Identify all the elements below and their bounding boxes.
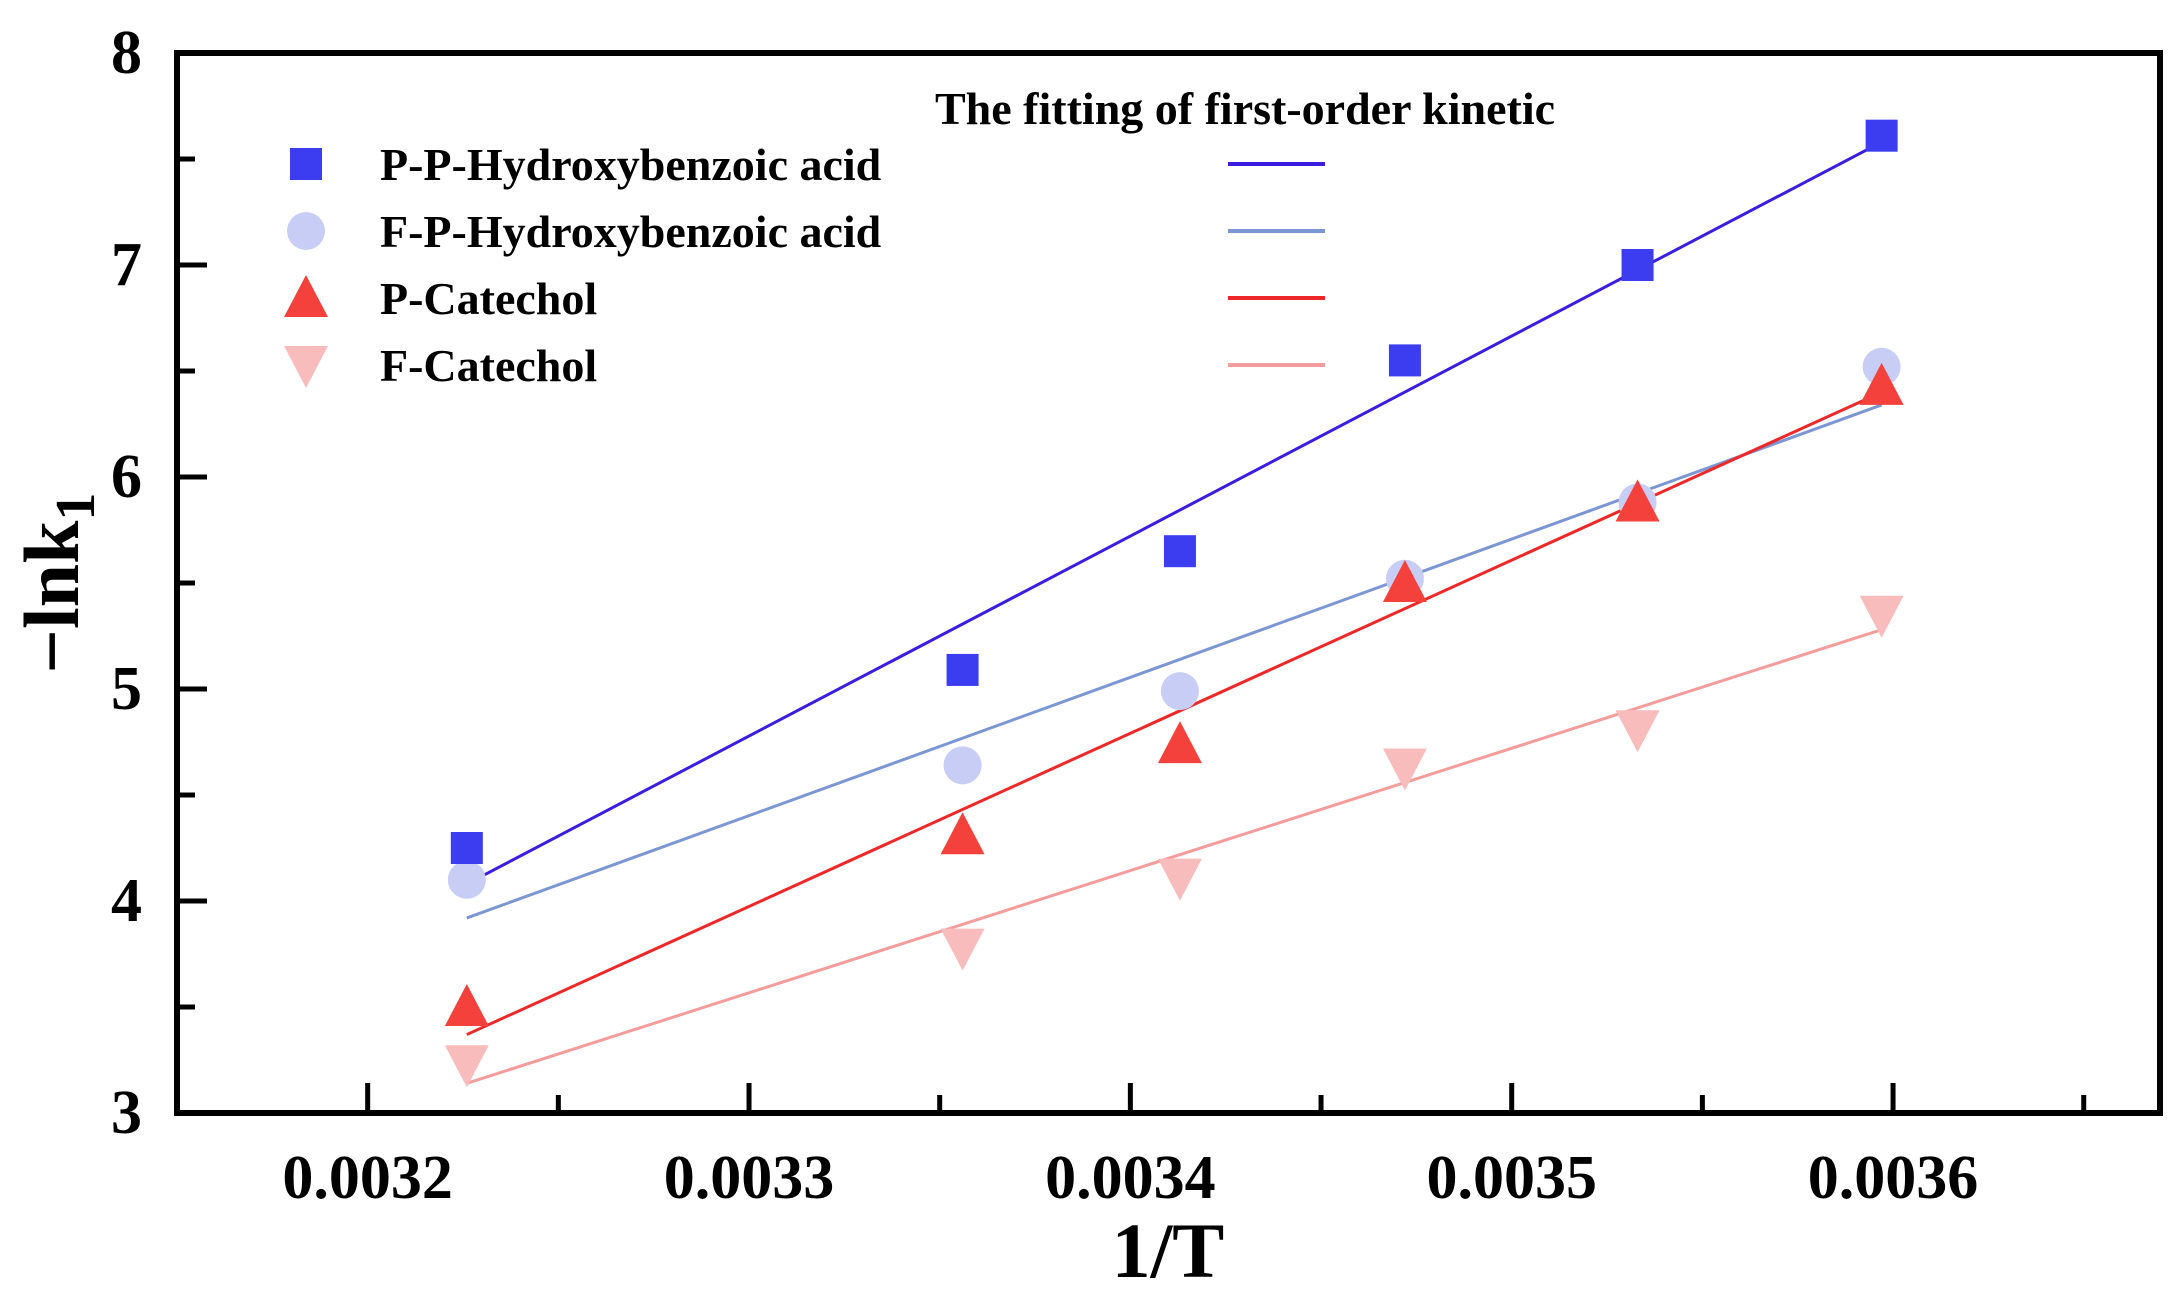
data-point-0-2	[1163, 535, 1196, 568]
data-point-0-3	[1388, 344, 1421, 377]
data-point-0-5	[1865, 119, 1898, 152]
data-markers	[444, 119, 1904, 1088]
y-tick-label: 3	[111, 1079, 142, 1147]
legend-label-3: F-Catechol	[380, 340, 597, 391]
data-point-1-0	[447, 860, 486, 899]
legend-marker-2	[284, 275, 328, 317]
x-axis-title: 1/T	[1112, 1207, 1225, 1294]
x-tick-label: 0.0032	[282, 1144, 453, 1212]
legend-marker-1	[287, 212, 325, 250]
y-tick-label: 7	[111, 231, 142, 299]
y-axis-title-subscript: 1	[45, 493, 107, 521]
legend-marker-0	[290, 148, 322, 180]
fit-line-2	[466, 390, 1883, 1036]
data-point-3-3	[1382, 748, 1427, 791]
data-point-1-2	[1160, 672, 1199, 711]
data-point-2-1	[940, 812, 985, 855]
y-axis-title: −lnk1	[8, 493, 107, 674]
data-point-1-1	[943, 746, 982, 785]
data-point-2-2	[1157, 721, 1202, 764]
data-point-0-1	[946, 653, 979, 686]
data-point-3-2	[1157, 858, 1202, 901]
y-tick-label: 4	[111, 867, 142, 935]
data-point-2-3	[1382, 560, 1427, 602]
legend-label-0: P-P-Hydroxybenzoic acid	[380, 139, 882, 190]
data-point-3-4	[1615, 710, 1660, 753]
x-tick-label: 0.0033	[664, 1144, 835, 1212]
x-tick-labels: 0.0032 0.0033 0.0034 0.0035 0.0036	[282, 1144, 1978, 1212]
legend-label-2: P-Catechol	[380, 273, 597, 324]
y-tick-label: 8	[111, 19, 142, 87]
legend-marker-3	[284, 346, 328, 388]
x-tick-label: 0.0035	[1426, 1144, 1597, 1212]
y-axis-title-main: −lnk	[8, 520, 95, 673]
data-point-3-1	[940, 928, 985, 971]
data-point-2-5	[1859, 362, 1904, 405]
x-tick-label: 0.0036	[1808, 1144, 1979, 1212]
data-point-2-0	[444, 984, 489, 1026]
axis-ticks	[177, 50, 2087, 1116]
fit-lines	[466, 140, 1883, 1085]
y-tick-label: 5	[111, 655, 142, 723]
data-point-0-0	[450, 832, 483, 864]
fit-line-1	[466, 403, 1883, 920]
data-point-0-4	[1621, 249, 1654, 281]
data-point-3-5	[1859, 595, 1904, 638]
data-point-2-4	[1615, 479, 1660, 522]
y-tick-label: 6	[111, 443, 142, 511]
x-tick-label: 0.0034	[1045, 1144, 1216, 1212]
fit-line-3	[466, 628, 1883, 1085]
chart-title: The fitting of first-order kinetic	[935, 83, 1555, 134]
y-tick-labels: 3 4 5 6 7 8	[111, 19, 142, 1147]
legend-label-1: F-P-Hydroxybenzoic acid	[380, 206, 882, 257]
legend: P-P-Hydroxybenzoic acid F-P-Hydroxybenzoi…	[284, 139, 1325, 391]
data-point-3-0	[444, 1045, 489, 1088]
